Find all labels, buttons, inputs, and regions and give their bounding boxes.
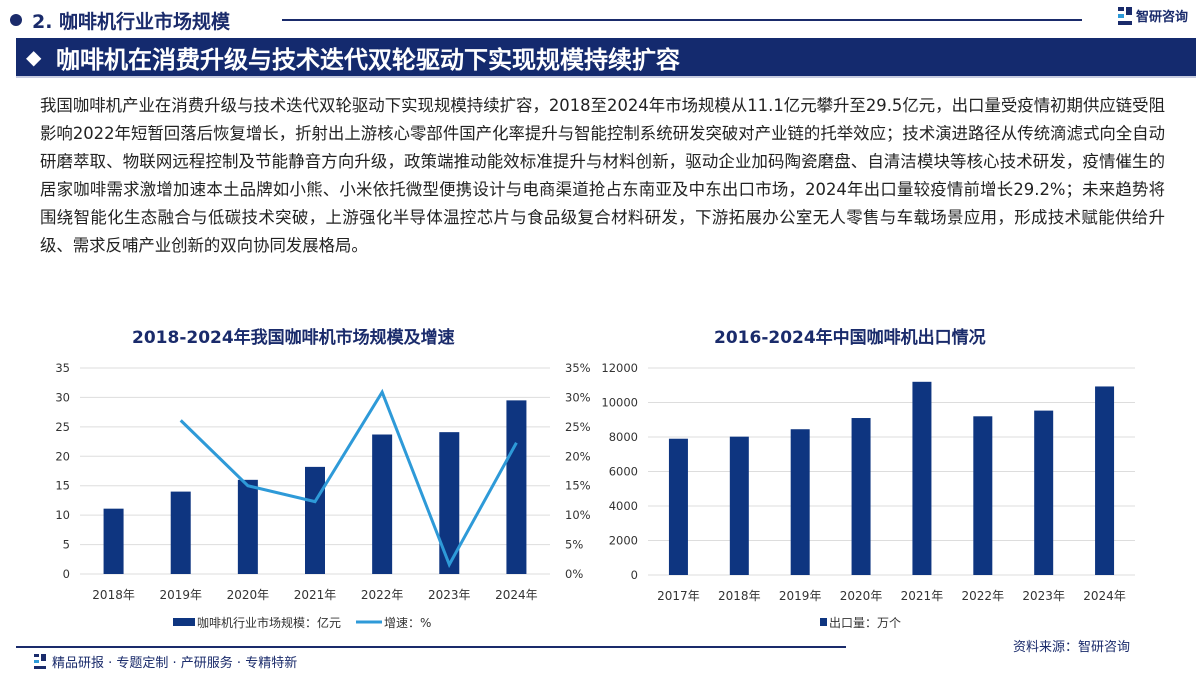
y2-tick-label: 0%	[565, 567, 583, 581]
x-tick-label: 2023年	[428, 588, 471, 602]
x-tick-label: 2024年	[1083, 589, 1126, 603]
x-tick-label: 2021年	[294, 588, 337, 602]
chart2-title: 2016-2024年中国咖啡机出口情况	[714, 328, 986, 348]
x-tick-label: 2022年	[361, 588, 404, 602]
bar	[912, 381, 932, 575]
y-tick-label: 10	[55, 508, 70, 522]
logo-text: 智研咨询	[1135, 10, 1188, 25]
y2-tick-label: 25%	[565, 420, 591, 434]
bar	[305, 466, 325, 574]
x-tick-label: 2024年	[495, 588, 538, 602]
x-tick-label: 2018年	[92, 588, 135, 602]
legend-line-label: 增速：%	[384, 616, 431, 630]
x-tick-label: 2023年	[1022, 589, 1065, 603]
market-size-chart: 0 5 10 15 20 25 30 35 0% 5% 10% 15% 20% 25% 30% 35% 2018…	[55, 361, 591, 630]
y2-tick-label: 30%	[565, 390, 591, 404]
y2-tick-label: 15%	[565, 479, 591, 493]
diamond-icon: ◆	[26, 45, 42, 69]
x-tick-label: 2017年	[657, 589, 700, 603]
y-tick-label: 0	[631, 568, 638, 582]
bar	[668, 438, 688, 575]
x-tick-label: 2020年	[840, 589, 883, 603]
y-tick-label: 25	[55, 420, 70, 434]
x-tick-label: 2022年	[962, 589, 1005, 603]
x-tick-label: 2021年	[901, 589, 944, 603]
legend-bar-swatch	[820, 618, 827, 626]
footer-divider	[16, 646, 846, 648]
headline-banner: ◆ 咖啡机在消费升级与技术迭代双轮驱动下实现规模持续扩容	[16, 38, 1196, 78]
x-tick-label: 2018年	[718, 589, 761, 603]
y-tick-label: 20	[55, 449, 70, 463]
y-tick-label: 10000	[601, 396, 638, 410]
y-tick-label: 2000	[609, 534, 638, 548]
export-chart: 0 2000 4000 6000 8000 10000 12000 2017年 2018年 201…	[601, 361, 1135, 630]
y2-tick-label: 35%	[565, 361, 591, 375]
x-tick-label: 2020年	[227, 588, 270, 602]
bar	[851, 418, 871, 575]
bar	[973, 416, 993, 575]
brand-logo: 智研咨询	[1117, 6, 1188, 25]
legend-bar-label: 咖啡机行业市场规模：亿元	[197, 615, 341, 630]
summary-paragraph: 我国咖啡机产业在消费升级与技术迭代双轮驱动下实现规模持续扩容，2018至2024…	[40, 96, 1165, 255]
footer: 精品研报 · 专题定制 · 产研服务 · 专精特新	[34, 652, 297, 671]
logo-icon	[1117, 6, 1132, 25]
bar	[1034, 410, 1054, 575]
footer-text: 精品研报 · 专题定制 · 产研服务 · 专精特新	[52, 656, 298, 671]
y2-tick-label: 20%	[565, 449, 591, 463]
divider	[282, 19, 1082, 21]
bar	[506, 400, 527, 574]
section-title: 2. 咖啡机行业市场规模	[32, 10, 231, 33]
y-tick-label: 0	[63, 567, 70, 581]
growth-line	[179, 388, 518, 569]
y-tick-label: 6000	[609, 465, 638, 479]
bar	[729, 436, 749, 575]
chart1-title: 2018-2024年我国咖啡机市场规模及增速	[132, 328, 455, 348]
source-note: 资料来源：智研咨询	[1012, 640, 1130, 655]
y-tick-label: 30	[55, 390, 70, 404]
logo-icon	[34, 654, 46, 669]
x-tick-label: 2019年	[159, 588, 202, 602]
y-tick-label: 8000	[609, 430, 638, 444]
headline-title: 咖啡机在消费升级与技术迭代双轮驱动下实现规模持续扩容	[56, 45, 680, 74]
y-tick-label: 12000	[601, 361, 638, 375]
bar	[372, 434, 393, 574]
bar	[1095, 386, 1115, 575]
bar	[439, 432, 460, 574]
y-tick-label: 15	[55, 479, 70, 493]
bar	[103, 508, 124, 574]
bar	[237, 479, 258, 574]
y-tick-label: 5	[63, 538, 70, 552]
y2-tick-label: 5%	[565, 538, 583, 552]
y-tick-label: 35	[55, 361, 70, 375]
y-tick-label: 4000	[609, 499, 638, 513]
legend-bar-swatch	[173, 618, 195, 626]
bar	[790, 429, 810, 575]
bar	[170, 491, 191, 574]
legend-bar-label: 出口量：万个	[829, 616, 901, 630]
y2-tick-label: 10%	[565, 508, 591, 522]
section-header: 2. 咖啡机行业市场规模	[10, 6, 230, 34]
x-tick-label: 2019年	[779, 589, 822, 603]
bullet-dot	[10, 14, 22, 26]
